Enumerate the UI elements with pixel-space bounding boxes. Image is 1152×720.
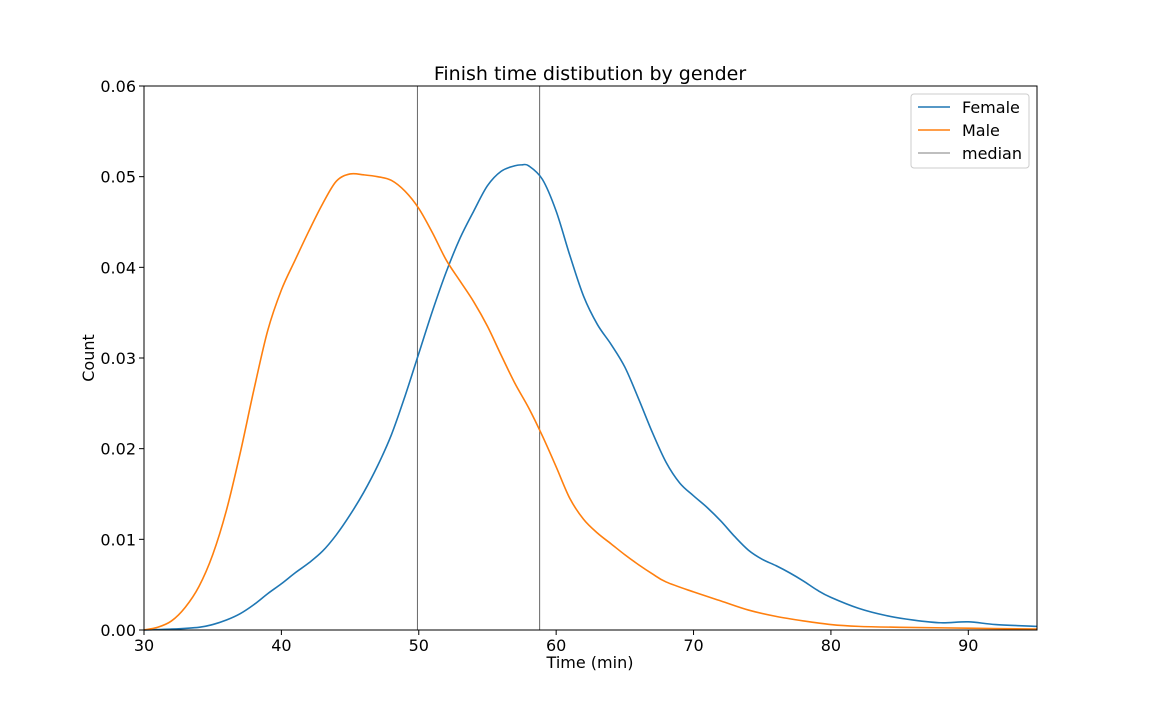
legend-label-median: median	[962, 144, 1022, 163]
x-tick-label: 30	[134, 636, 154, 655]
y-tick-label: 0.01	[100, 530, 136, 549]
y-tick-label: 0.06	[100, 77, 136, 96]
x-axis: 30 40 50 60 70 80 90	[134, 630, 978, 655]
x-tick-label: 80	[821, 636, 841, 655]
series-lines	[143, 163, 1038, 631]
legend-label-male: Male	[962, 121, 1000, 140]
x-tick-label: 90	[958, 636, 978, 655]
legend: Female Male median	[910, 93, 1030, 169]
x-tick-label: 70	[683, 636, 703, 655]
plot-area	[144, 86, 1037, 630]
legend-box	[910, 93, 1030, 169]
series-line-female	[143, 163, 1038, 631]
y-tick-label: 0.05	[100, 168, 136, 187]
x-axis-title: Time (min)	[546, 653, 634, 672]
y-axis: 0.00 0.01 0.02 0.03 0.04 0.05 0.06	[100, 77, 144, 640]
y-tick-label: 0.04	[100, 258, 136, 277]
plot-frame	[144, 86, 1037, 630]
y-axis-title: Count	[79, 334, 98, 382]
x-tick-label: 60	[546, 636, 566, 655]
legend-label-female: Female	[962, 98, 1020, 117]
series-line-male	[143, 172, 1038, 631]
chart-title: Finish time distibution by gender	[434, 63, 746, 85]
y-tick-label: 0.00	[100, 621, 136, 640]
x-tick-label: 40	[271, 636, 291, 655]
x-tick-label: 50	[409, 636, 429, 655]
y-tick-label: 0.03	[100, 349, 136, 368]
y-tick-label: 0.02	[100, 440, 136, 459]
